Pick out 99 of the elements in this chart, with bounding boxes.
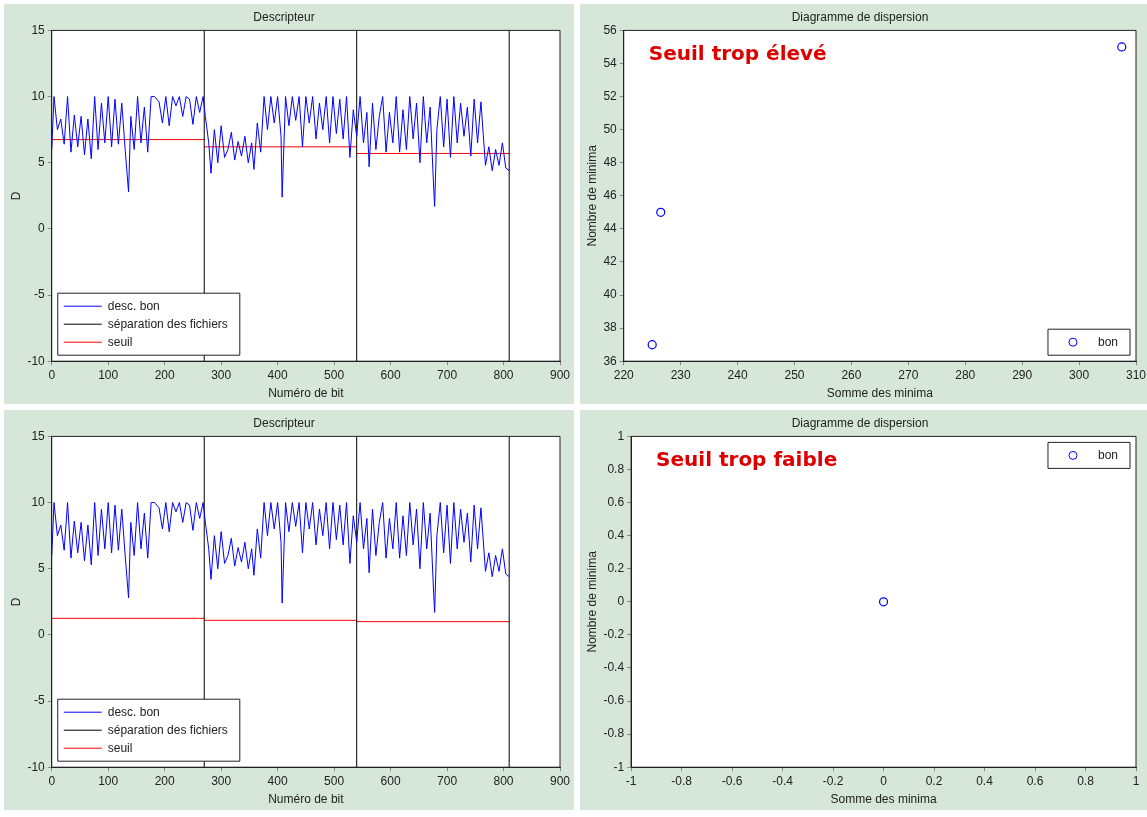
x-tick-label: 310 — [1125, 367, 1147, 382]
y-tick-label: -0.4 — [603, 660, 625, 675]
x-tick-label: 100 — [98, 773, 119, 788]
y-tick-label: 44 — [603, 221, 618, 236]
x-axis-title: Numéro de bit — [268, 386, 345, 401]
y-tick-label: 0.6 — [607, 494, 625, 509]
y-axis-title: Nombre de minima — [584, 550, 599, 653]
y-axis-title: Nombre de minima — [584, 144, 599, 247]
x-tick-label: 240 — [727, 367, 748, 382]
x-tick-label: -0.6 — [721, 773, 743, 788]
y-tick-label: 0.2 — [607, 561, 625, 576]
y-tick-label: -5 — [34, 693, 46, 708]
x-tick-label: 300 — [211, 773, 232, 788]
x-tick-label: 280 — [955, 367, 976, 382]
y-tick-label: 0 — [38, 627, 46, 642]
y-tick-label: 46 — [603, 188, 618, 203]
y-axis-title: D — [8, 191, 23, 201]
y-tick-label: 56 — [603, 22, 618, 37]
x-tick-label: 900 — [549, 367, 571, 382]
legend-label: bon — [1097, 447, 1119, 462]
x-tick-label: 290 — [1012, 367, 1033, 382]
point — [1117, 42, 1127, 52]
y-tick-label: 5 — [38, 561, 46, 576]
y-tick-label: 10 — [31, 494, 46, 509]
x-axis-title: Somme des minima — [830, 792, 937, 807]
x-tick-label: 1 — [1132, 773, 1140, 788]
x-tick-label: 800 — [493, 773, 514, 788]
x-tick-label: 600 — [380, 367, 401, 382]
x-tick-label: -0.2 — [822, 773, 844, 788]
y-tick-label: 1 — [617, 428, 625, 443]
y-tick-label: 42 — [603, 254, 618, 269]
x-tick-label: 0 — [880, 773, 888, 788]
x-axis-title: Numéro de bit — [268, 792, 345, 807]
x-tick-label: 230 — [670, 367, 691, 382]
y-tick-label: -0.6 — [603, 693, 625, 708]
y-tick-label: 0.8 — [607, 461, 625, 476]
y-tick-label: 36 — [603, 353, 618, 368]
x-tick-label: -0.8 — [671, 773, 693, 788]
y-tick-label: -0.8 — [603, 726, 625, 741]
legend-label: bon — [1097, 334, 1119, 349]
x-tick-label: 500 — [324, 773, 345, 788]
x-tick-label: 200 — [154, 773, 176, 788]
y-axis-title: D — [8, 597, 23, 607]
chart-title: Descripteur — [253, 415, 315, 430]
y-tick-label: 52 — [603, 88, 618, 103]
annotation: Seuil trop faible — [656, 446, 838, 471]
chart-title: Diagramme de dispersion — [791, 9, 929, 24]
legend-label: desc. bon — [107, 704, 160, 719]
x-tick-label: 500 — [324, 367, 345, 382]
y-tick-label: -10 — [27, 759, 46, 774]
x-tick-label: -0.4 — [772, 773, 794, 788]
x-tick-label: 100 — [98, 367, 119, 382]
x-tick-label: 800 — [493, 367, 514, 382]
chart-title: Descripteur — [253, 9, 315, 24]
y-tick-label: 10 — [31, 88, 46, 103]
x-tick-label: 0.4 — [976, 773, 994, 788]
y-tick-label: 38 — [603, 320, 618, 335]
y-tick-label: 40 — [603, 287, 618, 302]
y-tick-label: 5 — [38, 155, 46, 170]
y-tick-label: 15 — [31, 22, 46, 37]
y-tick-label: 0 — [617, 594, 625, 609]
x-tick-label: 250 — [784, 367, 805, 382]
y-tick-label: -5 — [34, 287, 46, 302]
x-tick-label: 900 — [549, 773, 571, 788]
x-tick-label: 300 — [211, 367, 232, 382]
x-tick-label: 600 — [380, 773, 401, 788]
x-tick-label: 220 — [613, 367, 635, 382]
x-tick-label: 0 — [48, 773, 56, 788]
y-tick-label: 48 — [603, 155, 618, 170]
y-tick-label: 0.4 — [607, 527, 625, 542]
x-tick-label: 0.6 — [1026, 773, 1044, 788]
annotation: Seuil trop élevé — [648, 40, 827, 65]
legend-label: séparation des fichiers — [107, 722, 228, 737]
x-tick-label: 400 — [267, 367, 288, 382]
x-tick-label: 0.2 — [925, 773, 943, 788]
x-tick-label: 700 — [437, 773, 458, 788]
legend-label: séparation des fichiers — [107, 316, 228, 331]
y-tick-label: 54 — [603, 55, 618, 70]
y-tick-label: -10 — [27, 353, 46, 368]
x-tick-label: 200 — [154, 367, 176, 382]
x-tick-label: 300 — [1069, 367, 1090, 382]
chart-title: Diagramme de dispersion — [791, 415, 929, 430]
x-tick-label: 260 — [841, 367, 862, 382]
y-tick-label: -0.2 — [603, 627, 625, 642]
x-tick-label: 400 — [267, 773, 288, 788]
x-tick-label: 0.8 — [1077, 773, 1095, 788]
x-axis-title: Somme des minima — [826, 386, 934, 401]
legend-label: seuil — [107, 740, 133, 755]
x-tick-label: 270 — [898, 367, 919, 382]
x-tick-label: 0 — [48, 367, 56, 382]
y-tick-label: 50 — [603, 121, 618, 136]
y-tick-label: 0 — [38, 221, 46, 236]
x-tick-label: 700 — [437, 367, 458, 382]
y-tick-label: 15 — [31, 428, 46, 443]
point — [656, 207, 666, 217]
legend-label: desc. bon — [107, 298, 160, 313]
point — [647, 340, 657, 350]
legend-label: seuil — [107, 334, 133, 349]
y-tick-label: -1 — [613, 759, 625, 774]
